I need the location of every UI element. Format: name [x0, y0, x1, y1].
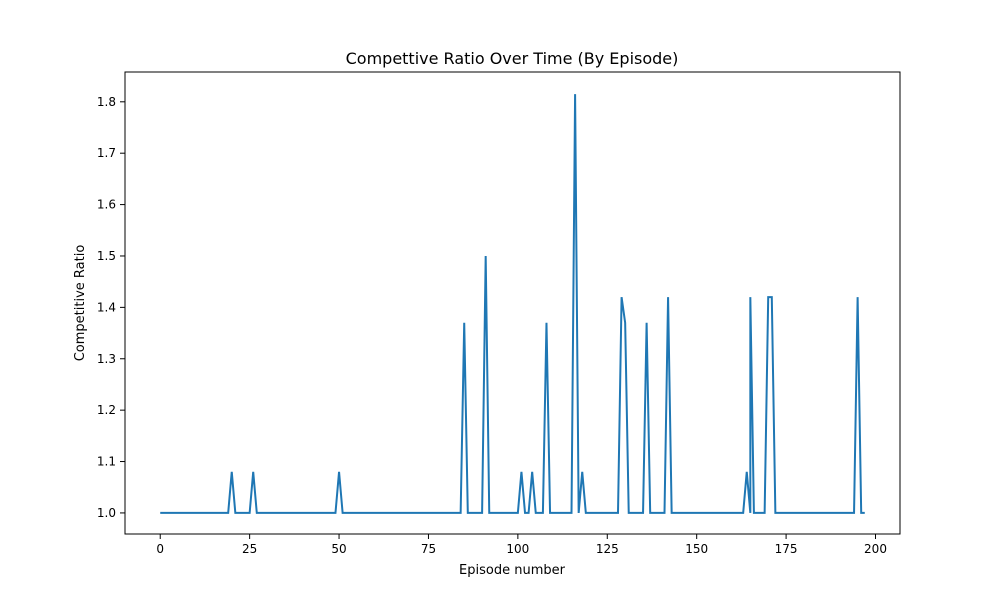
y-axis-label: Competitive Ratio — [73, 245, 88, 362]
x-tick-label: 0 — [156, 542, 164, 556]
x-tick-label: 75 — [421, 542, 436, 556]
x-tick-label: 150 — [685, 542, 708, 556]
x-tick-label: 100 — [506, 542, 529, 556]
x-tick-label: 25 — [242, 542, 257, 556]
y-tick-label: 1.1 — [97, 455, 116, 469]
x-tick-label: 125 — [596, 542, 619, 556]
x-tick-label: 175 — [775, 542, 798, 556]
y-tick-label: 1.3 — [97, 352, 116, 366]
chart-title: Compettive Ratio Over Time (By Episode) — [346, 49, 679, 68]
y-tick-label: 1.0 — [97, 506, 116, 520]
plot-frame — [124, 71, 901, 535]
y-tick-label: 1.6 — [97, 198, 116, 212]
y-axis: 1.0 1.1 1.2 1.3 1.4 1.5 1.6 1.7 1.8 — [97, 95, 125, 520]
x-axis: 0 25 50 75 100 125 150 175 200 — [156, 534, 887, 556]
plot-area — [124, 71, 901, 535]
y-tick-label: 1.8 — [97, 95, 116, 109]
y-tick-label: 1.2 — [97, 403, 116, 417]
y-tick-label: 1.7 — [97, 146, 116, 160]
y-tick-label: 1.4 — [97, 300, 116, 314]
x-tick-label: 200 — [864, 542, 887, 556]
x-tick-label: 50 — [331, 542, 346, 556]
series-line — [160, 94, 865, 514]
y-tick-label: 1.5 — [97, 249, 116, 263]
x-axis-label: Episode number — [459, 563, 566, 578]
